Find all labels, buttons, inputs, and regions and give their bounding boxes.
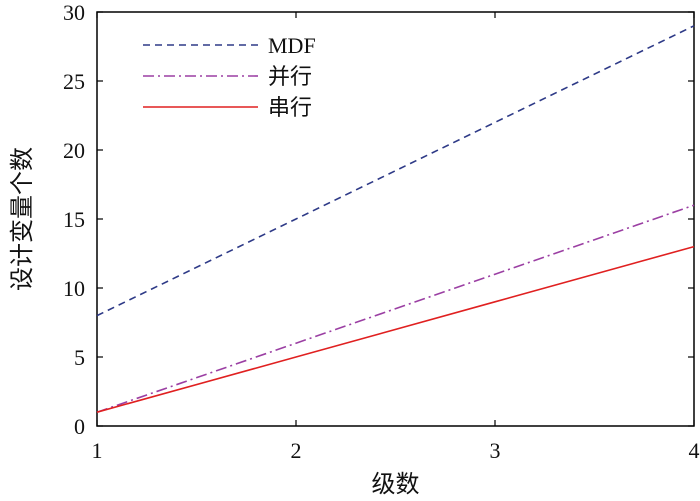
y-axis-title: 设计变量个数	[8, 147, 36, 291]
y-axis-ticks: 0 5 10 15 20 25 30	[63, 0, 694, 439]
legend-label: 串行	[268, 95, 312, 120]
y-tick-label: 0	[74, 414, 85, 439]
series-line-1	[96, 25, 695, 317]
y-tick-label: 30	[63, 0, 85, 25]
y-tick-label: 15	[63, 207, 85, 232]
series-line-2	[96, 204, 695, 413]
x-tick-label: 1	[92, 438, 103, 463]
y-tick-label: 20	[63, 138, 85, 163]
series-line-3	[96, 245, 695, 413]
y-tick-label: 10	[63, 276, 85, 301]
legend-label: MDF	[268, 33, 316, 58]
y-tick-label: 25	[63, 69, 85, 94]
x-tick-label: 4	[689, 438, 700, 463]
x-axis-ticks: 1 2 3 4	[92, 12, 700, 463]
x-axis-title: 级数	[372, 470, 420, 498]
plot-frame	[96, 11, 695, 427]
legend-label: 并行	[268, 64, 312, 89]
y-tick-label: 5	[74, 345, 85, 370]
x-tick-label: 3	[490, 438, 501, 463]
x-tick-label: 2	[291, 438, 302, 463]
series-lines	[96, 25, 695, 413]
plot-area	[96, 11, 695, 427]
